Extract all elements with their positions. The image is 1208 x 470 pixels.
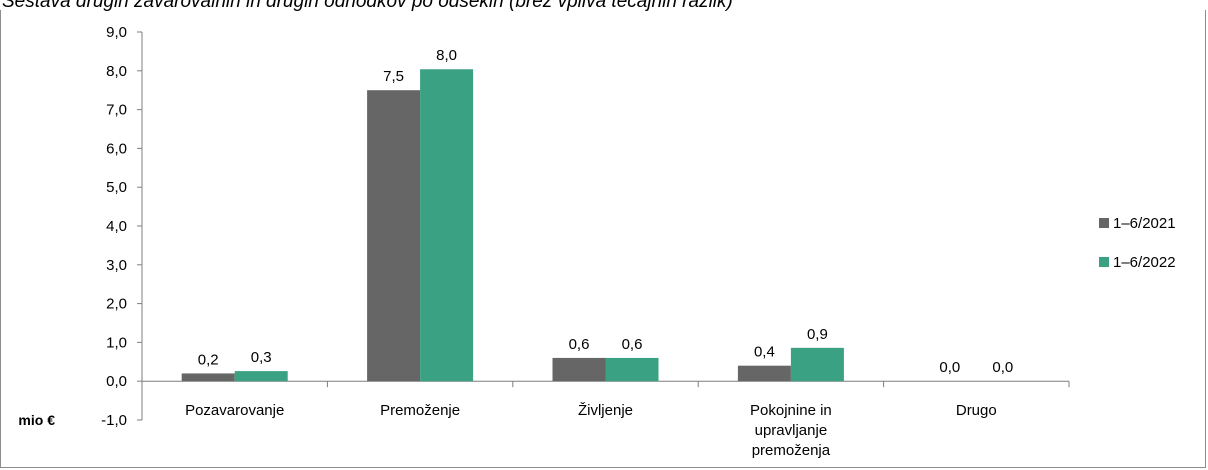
x-category-label: premoženja <box>752 442 831 459</box>
data-label: 8,0 <box>436 47 457 64</box>
y-tick-label: 1,0 <box>106 334 127 351</box>
data-label: 7,5 <box>383 68 404 85</box>
x-category-label: Premoženje <box>380 402 460 419</box>
chart-title: Sestava drugih zavarovalnih in drugih od… <box>2 0 733 12</box>
bar-1-2 <box>367 90 421 382</box>
y-tick-label: 0,0 <box>106 373 127 390</box>
y-tick-label: 4,0 <box>106 218 127 235</box>
legend-swatch <box>1099 218 1109 228</box>
y-tick-label: 3,0 <box>106 257 127 274</box>
y-unit-label: mio € <box>18 412 55 428</box>
y-tick-label: 9,0 <box>106 24 127 41</box>
bar-1-3 <box>552 357 606 382</box>
bar-1-4 <box>737 365 791 382</box>
x-category-label: Pokojnine in <box>750 402 832 419</box>
data-label: 0,9 <box>807 326 828 343</box>
y-tick-label: 8,0 <box>106 63 127 80</box>
x-category-label: Drugo <box>956 402 997 419</box>
legend-label: 1–6/2021 <box>1113 215 1176 232</box>
data-label: 0,4 <box>754 344 775 361</box>
x-category-label: upravljanje <box>755 422 828 439</box>
data-label: 0,3 <box>251 349 272 366</box>
x-category-label: Pozavarovanje <box>185 402 284 419</box>
legend-swatch <box>1099 257 1109 267</box>
data-label: 0,6 <box>622 336 643 353</box>
bar-1-1 <box>181 373 235 382</box>
data-label: 0,0 <box>939 359 960 376</box>
bar-2-3 <box>605 357 659 382</box>
y-tick-label: 5,0 <box>106 179 127 196</box>
data-label: 0,6 <box>569 336 590 353</box>
data-label: 0,2 <box>198 351 219 368</box>
chart-frame <box>0 10 1206 468</box>
bar-2-1 <box>234 371 288 382</box>
bar-2-2 <box>420 69 474 382</box>
legend-label: 1–6/2022 <box>1113 254 1176 271</box>
y-tick-label: -1,0 <box>101 412 127 429</box>
y-tick-label: 7,0 <box>106 102 127 119</box>
data-label: 0,0 <box>992 359 1013 376</box>
y-tick-label: 6,0 <box>106 140 127 157</box>
y-tick-label: 2,0 <box>106 296 127 313</box>
x-category-label: Življenje <box>578 402 633 419</box>
bar-2-4 <box>790 347 844 382</box>
